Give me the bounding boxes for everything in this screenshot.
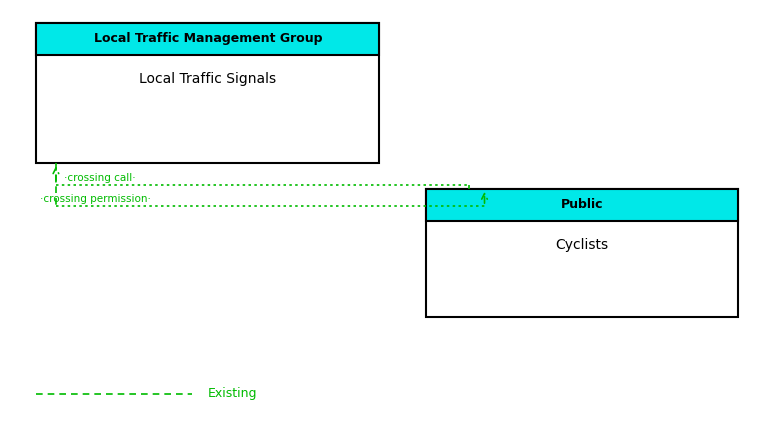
Bar [37, 23, 379, 163]
Bar [426, 189, 737, 221]
Text: Existing: Existing [208, 387, 257, 400]
Text: Local Traffic Management Group: Local Traffic Management Group [94, 32, 322, 45]
Bar [37, 23, 379, 54]
Text: Public: Public [561, 198, 603, 211]
Text: Local Traffic Signals: Local Traffic Signals [139, 72, 277, 86]
Bar [426, 189, 737, 317]
Text: Cyclists: Cyclists [555, 238, 608, 252]
Text: ·crossing call·: ·crossing call· [63, 172, 135, 182]
Text: ·crossing permission·: ·crossing permission· [41, 194, 151, 204]
